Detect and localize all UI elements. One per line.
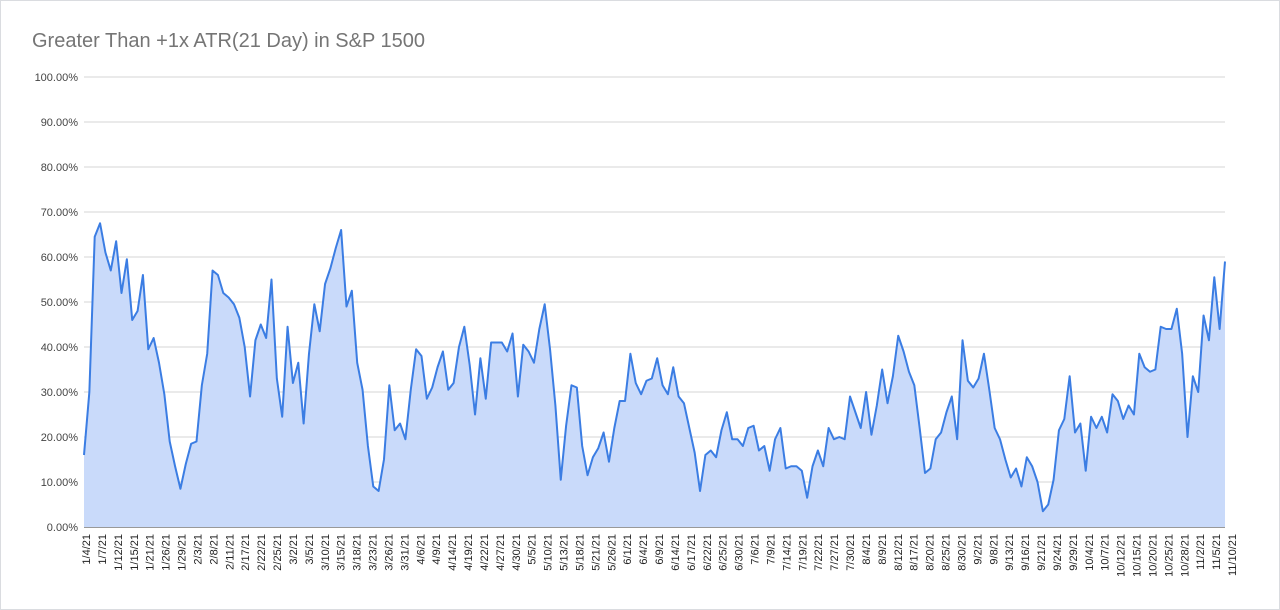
x-tick-label: 3/10/21 xyxy=(320,534,332,571)
x-tick-label: 2/17/21 xyxy=(240,534,252,571)
x-tick-label: 10/20/21 xyxy=(1147,534,1159,577)
y-tick-label: 30.00% xyxy=(41,387,79,399)
x-tick-label: 2/8/21 xyxy=(208,534,220,565)
x-tick-label: 11/5/21 xyxy=(1211,534,1223,570)
x-tick-label: 8/17/21 xyxy=(909,534,921,571)
y-tick-label: 90.00% xyxy=(41,117,79,129)
x-tick-label: 8/9/21 xyxy=(877,534,889,565)
x-tick-label: 5/5/21 xyxy=(527,534,539,565)
x-tick-label: 5/18/21 xyxy=(574,534,586,571)
x-tick-label: 8/4/21 xyxy=(861,534,873,565)
x-tick-label: 6/14/21 xyxy=(670,534,682,571)
x-tick-label: 10/15/21 xyxy=(1132,534,1144,577)
x-tick-label: 6/30/21 xyxy=(734,534,746,571)
x-tick-label: 9/21/21 xyxy=(1036,534,1048,571)
x-tick-label: 3/18/21 xyxy=(352,534,364,571)
x-tick-label: 9/13/21 xyxy=(1004,534,1016,571)
x-tick-label: 1/12/21 xyxy=(113,534,125,571)
x-tick-label: 6/1/21 xyxy=(622,534,634,565)
x-tick-label: 5/26/21 xyxy=(606,534,618,571)
area-fill xyxy=(84,223,1225,527)
x-tick-label: 7/22/21 xyxy=(813,534,825,571)
x-tick-label: 5/13/21 xyxy=(559,534,571,571)
x-tick-label: 1/21/21 xyxy=(145,534,157,571)
x-tick-label: 7/19/21 xyxy=(797,534,809,571)
y-tick-label: 60.00% xyxy=(41,252,79,264)
x-tick-label: 9/8/21 xyxy=(988,534,1000,565)
series-line xyxy=(83,222,1226,513)
x-tick-label: 4/30/21 xyxy=(511,534,523,571)
x-tick-label: 1/15/21 xyxy=(129,534,141,571)
x-tick-label: 6/25/21 xyxy=(718,534,730,571)
x-tick-label: 2/22/21 xyxy=(256,534,268,571)
y-tick-label: 20.00% xyxy=(41,432,79,444)
x-tick-label: 1/4/21 xyxy=(81,534,93,565)
x-tick-label: 4/14/21 xyxy=(447,534,459,571)
x-tick-label: 8/30/21 xyxy=(956,534,968,571)
chart-title: Greater Than +1x ATR(21 Day) in S&P 1500 xyxy=(32,30,425,52)
y-tick-label: 10.00% xyxy=(41,477,79,489)
x-tick-label: 4/19/21 xyxy=(463,534,475,571)
x-tick-label: 1/7/21 xyxy=(97,534,109,565)
x-tick-label: 11/2/21 xyxy=(1195,534,1207,570)
x-tick-label: 10/12/21 xyxy=(1116,534,1128,577)
y-tick-label: 100.00% xyxy=(35,72,79,84)
x-tick-label: 3/31/21 xyxy=(399,534,411,571)
x-tick-label: 4/22/21 xyxy=(479,534,491,571)
x-tick-label: 10/25/21 xyxy=(1163,534,1175,577)
x-tick-label: 8/20/21 xyxy=(925,534,937,571)
y-tick-label: 80.00% xyxy=(41,162,79,174)
y-tick-label: 70.00% xyxy=(41,207,79,219)
x-tick-label: 3/5/21 xyxy=(304,534,316,565)
x-tick-label: 4/9/21 xyxy=(431,534,443,565)
x-tick-label: 1/29/21 xyxy=(177,534,189,571)
x-tick-label: 6/17/21 xyxy=(686,534,698,571)
x-tick-label: 10/4/21 xyxy=(1084,534,1096,571)
x-tick-label: 1/26/21 xyxy=(161,534,173,571)
x-tick-label: 9/2/21 xyxy=(972,534,984,565)
x-tick-label: 8/25/21 xyxy=(941,534,953,571)
y-tick-label: 0.00% xyxy=(47,522,78,534)
x-tick-label: 9/29/21 xyxy=(1068,534,1080,571)
x-tick-label: 2/11/21 xyxy=(224,534,236,570)
x-tick-label: 9/24/21 xyxy=(1052,534,1064,571)
x-tick-label: 8/12/21 xyxy=(893,534,905,571)
x-tick-label: 6/22/21 xyxy=(702,534,714,571)
x-tick-label: 5/10/21 xyxy=(543,534,555,571)
x-tick-label: 7/9/21 xyxy=(765,534,777,565)
x-tick-label: 6/4/21 xyxy=(638,534,650,565)
x-tick-label: 3/15/21 xyxy=(336,534,348,571)
x-tick-label: 4/6/21 xyxy=(415,534,427,565)
y-tick-label: 50.00% xyxy=(41,297,79,309)
x-tick-label: 3/2/21 xyxy=(288,534,300,565)
x-tick-label: 2/3/21 xyxy=(192,534,204,565)
x-tick-label: 9/16/21 xyxy=(1020,534,1032,571)
x-tick-label: 2/25/21 xyxy=(272,534,284,571)
x-tick-label: 7/30/21 xyxy=(845,534,857,571)
y-tick-label: 40.00% xyxy=(41,342,79,354)
x-tick-label: 7/14/21 xyxy=(781,534,793,571)
x-tick-label: 4/27/21 xyxy=(495,534,507,571)
x-tick-label: 5/21/21 xyxy=(590,534,602,571)
x-tick-label: 7/6/21 xyxy=(750,534,762,565)
x-tick-label: 11/10/21 xyxy=(1227,534,1239,576)
x-tick-label: 10/7/21 xyxy=(1100,534,1112,571)
x-tick-label: 3/26/21 xyxy=(383,534,395,571)
x-tick-label: 7/27/21 xyxy=(829,534,841,571)
x-axis-ticks: 1/4/21 1/7/21 1/12/21 1/15/21 1/21/21 1/26/21… xyxy=(81,534,1239,577)
x-tick-label: 3/23/21 xyxy=(368,534,380,571)
x-tick-label: 6/9/21 xyxy=(654,534,666,565)
y-axis-ticks: 0.00% 10.00% 20.00% 30.00% 40.00% 50.00% 60.00… xyxy=(35,72,79,534)
x-tick-label: 10/28/21 xyxy=(1179,534,1191,577)
